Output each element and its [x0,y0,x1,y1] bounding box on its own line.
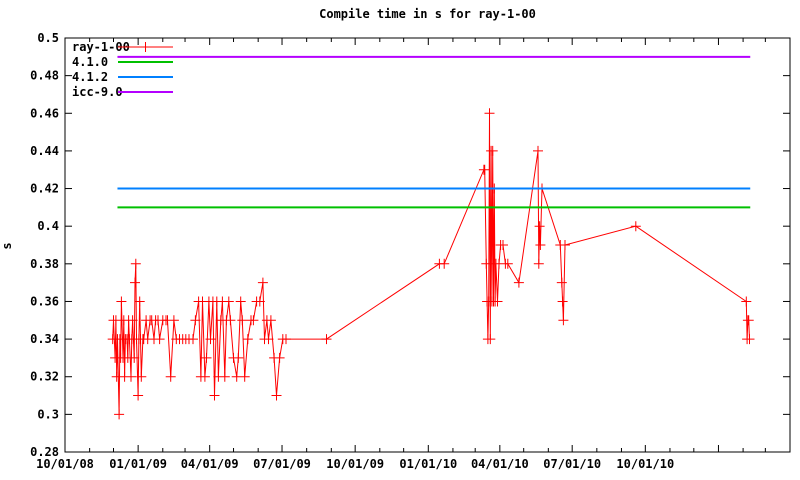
series-markers-ray-1-00 [107,108,755,420]
x-tick-label: 04/01/09 [181,457,239,471]
y-tick-label: 0.34 [30,332,59,346]
x-tick-labels: 10/01/08 01/01/09 04/01/09 07/01/09 10/01/09… [36,457,674,471]
y-tick-label: 0.38 [30,257,59,271]
x-tick-label: 10/01/10 [616,457,674,471]
y-tick-label: 0.44 [30,144,59,158]
y-tick-label: 0.36 [30,294,59,308]
y-tick-label: 0.48 [30,69,59,83]
y-tick-labels: 0.28 0.3 0.32 0.34 0.36 0.38 0.4 0.42 0.44 0.46 0.… [30,31,59,459]
legend-label-4.1.2: 4.1.2 [72,70,108,84]
plot-border [64,37,791,453]
legend-marker-ray-1-00 [140,42,151,52]
x-tick-label: 10/01/09 [326,457,384,471]
y-tick-label: 0.5 [37,31,59,45]
legend-label-ray-1-00: ray-1-00 [72,40,130,54]
y-tick-label: 0.32 [30,370,59,384]
series-ray-1-00 [107,108,755,420]
x-tick-label: 10/01/08 [36,457,94,471]
y-tick-label: 0.42 [30,182,59,196]
x-tick-label: 07/01/09 [253,457,311,471]
y-tick-label: 0.28 [30,445,59,459]
x-tick-label: 07/01/10 [543,457,601,471]
x-tick-label: 01/01/10 [399,457,457,471]
y-axis-ticks [65,37,790,453]
x-tick-label: 04/01/10 [471,457,529,471]
x-axis-ticks [64,38,791,452]
legend-label-4.1.0: 4.1.0 [72,55,108,69]
y-tick-label: 0.46 [30,106,59,120]
series-line-ray-1-00 [112,113,750,415]
chart-title: Compile time in s for ray-1-00 [319,7,536,21]
y-tick-label: 0.4 [37,219,59,233]
legend-label-icc-9.0: icc-9.0 [72,85,123,99]
y-tick-label: 0.3 [37,407,59,421]
x-tick-label: 01/01/09 [109,457,167,471]
